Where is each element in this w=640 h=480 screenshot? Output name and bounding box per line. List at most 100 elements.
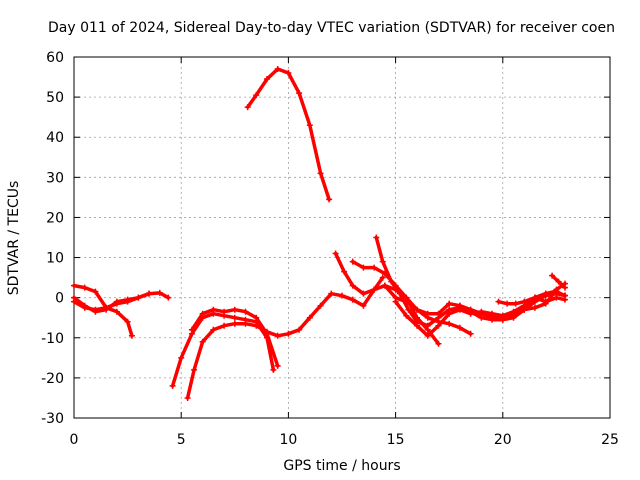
data-point [113,298,120,305]
data-point [188,326,195,333]
data-point [285,330,292,337]
data-point [184,394,191,401]
y-tick-label: -20 [41,371,64,387]
data-point [561,296,568,303]
y-tick-label: 60 [46,50,64,66]
y-tick-label: 50 [46,90,64,106]
x-tick-label: 25 [601,432,619,448]
data-point [242,308,249,315]
data-point [242,320,249,327]
data-point [285,70,292,77]
data-point [561,284,568,291]
data-point [306,314,313,321]
data-point [231,306,238,313]
data-point [456,302,463,309]
data-point [165,294,172,301]
data-point [244,104,251,111]
data-point [341,268,348,275]
data-point [317,170,324,177]
data-point [499,314,506,321]
data-point [435,322,442,329]
data-point [263,330,270,337]
data-point [360,302,367,309]
data-point [379,258,386,265]
data-point [388,278,395,285]
data-point [253,314,260,321]
data-point [414,306,421,313]
grid [74,57,610,418]
data-point [296,90,303,97]
x-tick-label: 20 [494,432,512,448]
data-point [489,312,496,319]
data-point [435,310,442,317]
data-point [403,298,410,305]
data-point [71,282,77,289]
data-point [396,290,403,297]
data-point [446,320,453,327]
data-point [317,302,324,309]
data-point [403,312,410,319]
data-point [169,382,176,389]
data-point [274,332,281,339]
data-point [270,366,277,373]
y-axis-label: SDTVAR / TECUs [6,181,22,296]
data-point [424,332,431,339]
data-point [92,308,99,315]
data-point [156,289,163,296]
data-point [360,290,367,297]
data-point [360,264,367,271]
y-tick-label: 30 [46,170,64,186]
y-tick-label: 20 [46,210,64,226]
data-point [467,306,474,313]
data-point [274,66,281,73]
data-point [274,362,281,369]
y-tick-label: -10 [41,331,64,347]
data-point [71,294,77,301]
data-point [553,294,560,301]
data-point [381,282,388,289]
data-point [549,272,556,279]
data-point [231,314,238,321]
data-point [221,308,228,315]
data-point [328,290,335,297]
y-tick-label: -30 [41,411,64,427]
data-point [326,196,333,203]
x-tick-label: 10 [279,432,297,448]
data-point [414,322,421,329]
data-point [178,354,185,361]
data-point [551,288,558,295]
data-series [71,66,568,401]
data-point [103,306,110,313]
data-point [424,310,431,317]
data-point [555,278,562,285]
axis-ticks: -30 -20 -10 0 10 20 30 40 50 60 0 5 10 15 20 25 [41,50,619,448]
x-tick-label: 5 [177,432,186,448]
data-point [373,234,380,241]
data-point [379,274,386,281]
data-point [467,330,474,337]
data-point [510,310,517,317]
data-point [349,296,356,303]
data-point [210,326,217,333]
data-point [339,292,345,299]
data-point [253,322,260,329]
y-tick-label: 0 [55,291,64,307]
x-axis-label: GPS time / hours [283,458,400,474]
data-point [495,298,502,305]
data-point [521,302,528,309]
data-point [542,298,549,305]
data-point [542,290,549,297]
x-tick-label: 0 [70,432,79,448]
data-point [81,284,88,291]
data-point [146,290,153,297]
data-point [113,308,120,315]
data-point [531,294,538,301]
data-point [81,302,88,309]
data-point [263,76,270,83]
data-point [371,264,378,271]
data-point [349,258,356,265]
data-point [124,318,131,325]
data-point [253,92,260,99]
data-point [191,366,198,373]
data-point [306,122,313,129]
